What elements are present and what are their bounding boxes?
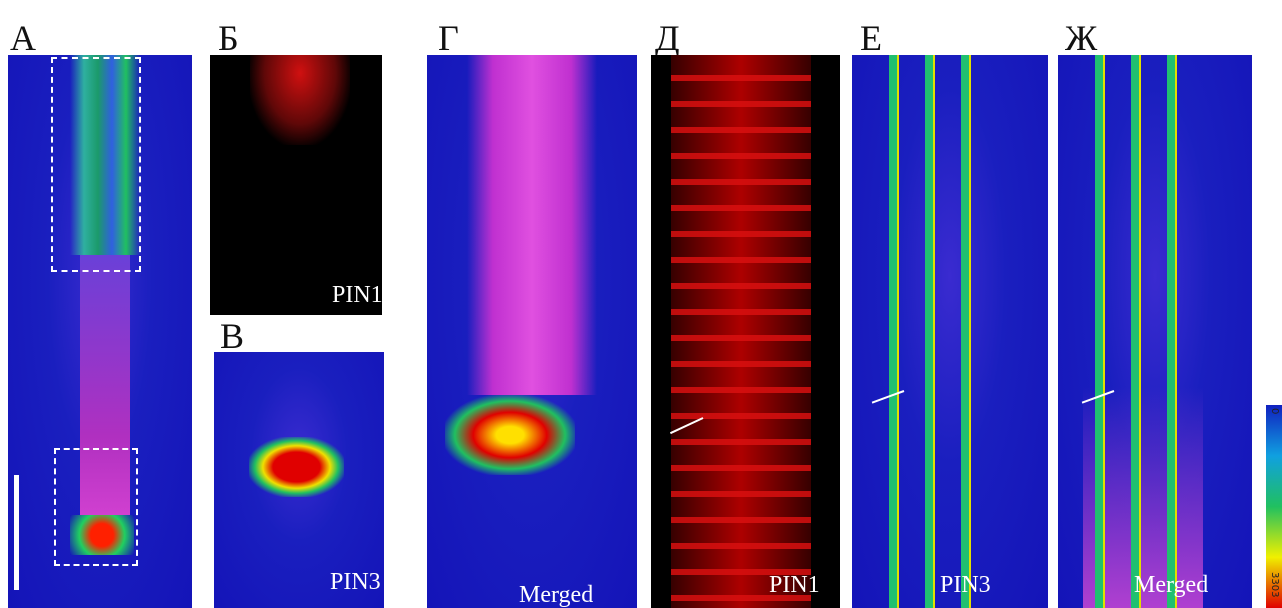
- cells: [877, 55, 997, 608]
- image: [8, 55, 192, 608]
- panel-label: В: [220, 318, 244, 354]
- region-box: [54, 448, 138, 566]
- cells: [249, 437, 344, 497]
- cells: [250, 55, 350, 145]
- caption: PIN1: [332, 283, 382, 307]
- image: PIN3: [852, 55, 1048, 608]
- caption: PIN3: [330, 570, 381, 594]
- colorbar-label: 3303: [1269, 572, 1280, 597]
- image: PIN1: [210, 55, 382, 315]
- cells: [467, 55, 597, 395]
- colorbar-label: 0: [1269, 408, 1280, 414]
- panel-label: Ж: [1065, 20, 1097, 56]
- image: PIN1: [651, 55, 840, 608]
- caption: Merged: [519, 583, 593, 607]
- caption: PIN1: [769, 573, 820, 597]
- panel-label: Е: [860, 20, 882, 56]
- panel-label: Д: [655, 20, 680, 56]
- panel-label: А: [10, 20, 36, 56]
- region-box: [51, 57, 141, 272]
- caption: PIN3: [940, 573, 991, 597]
- scale-bar: [14, 475, 19, 590]
- caption: Merged: [1134, 573, 1208, 597]
- figure: А Б PIN1 В PIN3 Г Merged Д PIN1 Е PIN3 Ж…: [0, 0, 1282, 608]
- cells: [1083, 55, 1203, 608]
- image: PIN3: [214, 352, 384, 608]
- image: Merged: [1058, 55, 1252, 608]
- cells: [445, 395, 575, 475]
- panel-label: Г: [438, 20, 459, 56]
- panel-label: Б: [218, 20, 239, 56]
- image: Merged: [427, 55, 637, 608]
- cells: [671, 55, 811, 608]
